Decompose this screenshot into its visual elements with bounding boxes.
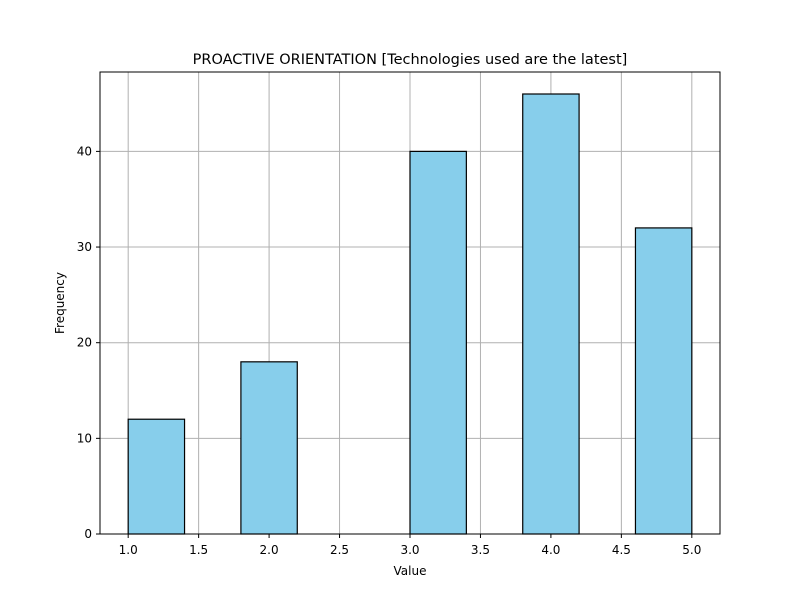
histogram-bar — [240, 361, 298, 535]
ticks: 1.0 1.5 2.0 2.5 3.0 3.5 4.0 4.5 5.0 0 10 20 30 40 — [77, 144, 702, 557]
y-tick-label: 30 — [77, 240, 92, 254]
histogram-bar — [522, 93, 580, 535]
histogram-bar — [634, 227, 693, 535]
y-tick-label: 40 — [77, 144, 92, 158]
x-tick-label: 2.0 — [260, 543, 279, 557]
x-axis-label: Value — [394, 564, 427, 578]
x-tick-label: 3.0 — [400, 543, 419, 557]
x-tick-label: 4.0 — [541, 543, 560, 557]
histogram-bar — [409, 150, 467, 535]
y-tick-label: 20 — [77, 336, 92, 350]
y-axis-label: Frequency — [53, 272, 67, 334]
x-tick-label: 1.0 — [119, 543, 138, 557]
y-tick-label: 0 — [84, 527, 92, 541]
bars — [127, 93, 693, 535]
chart-title: PROACTIVE ORIENTATION [Technologies used… — [193, 52, 628, 68]
x-tick-label: 4.5 — [612, 543, 631, 557]
x-tick-label: 5.0 — [682, 543, 701, 557]
x-tick-label: 3.5 — [471, 543, 490, 557]
x-tick-label: 2.5 — [330, 543, 349, 557]
y-tick-label: 10 — [77, 431, 92, 445]
x-tick-label: 1.5 — [189, 543, 208, 557]
histogram-bar — [127, 418, 186, 535]
